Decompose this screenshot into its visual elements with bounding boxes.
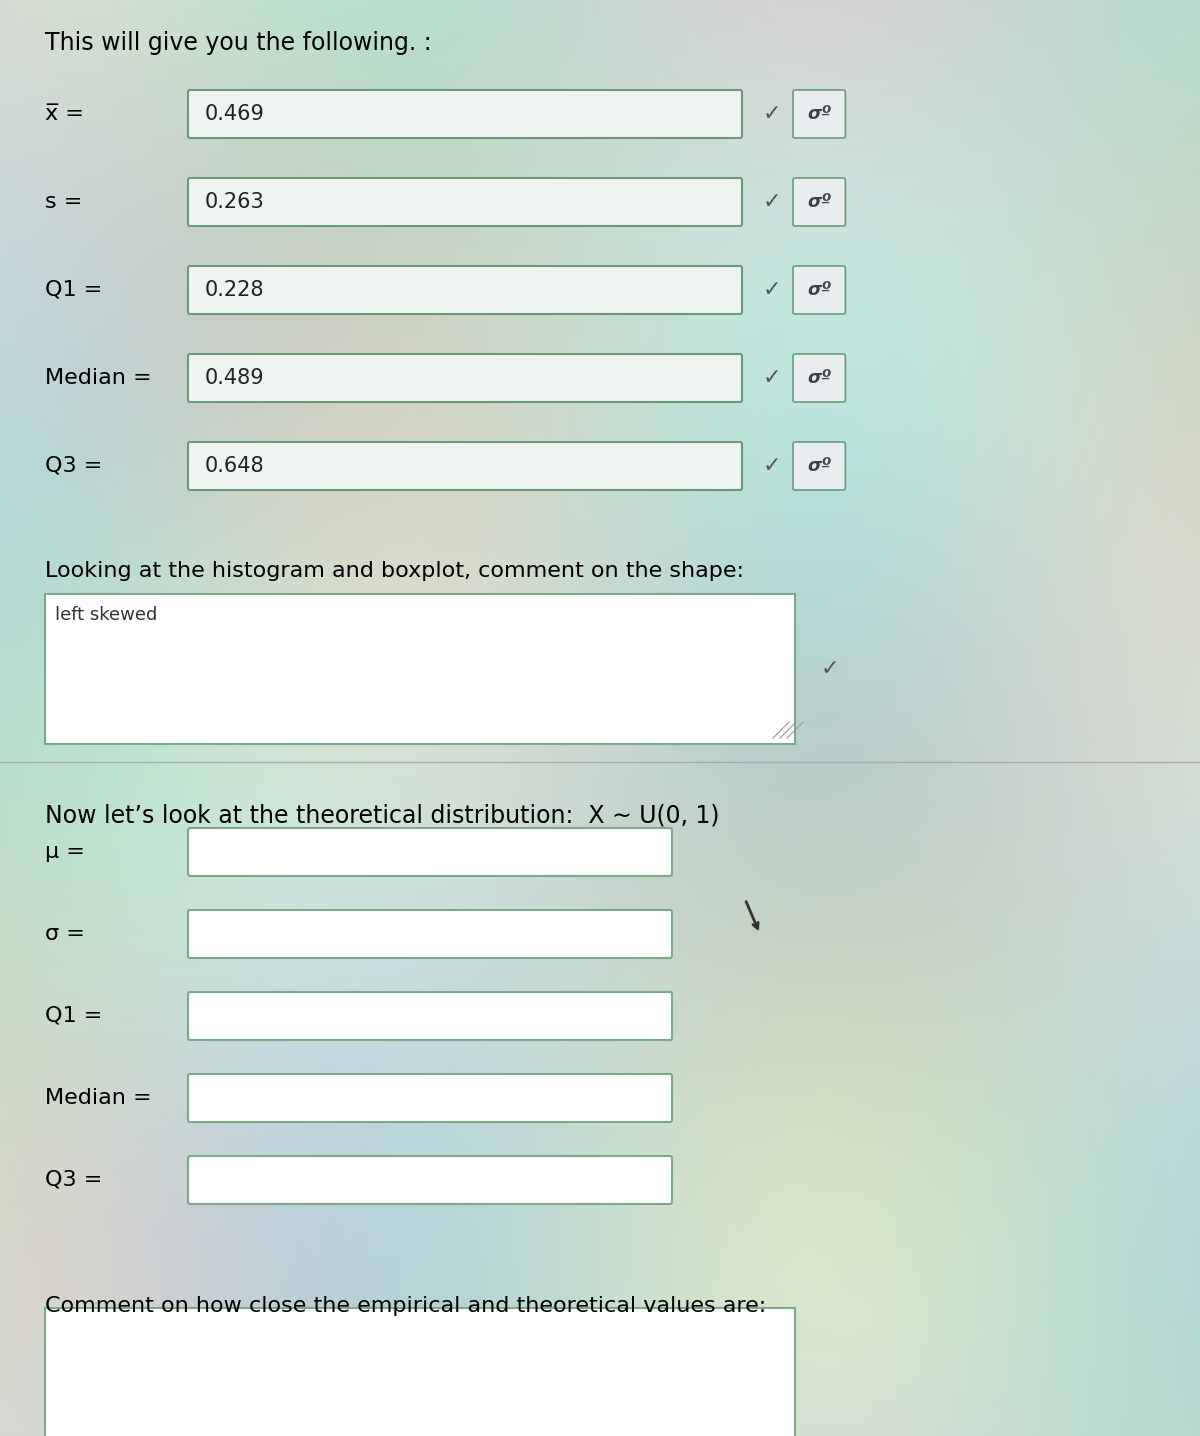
FancyBboxPatch shape bbox=[188, 1074, 672, 1122]
Text: σº: σº bbox=[808, 369, 832, 386]
Text: Median =: Median = bbox=[46, 1088, 151, 1109]
Text: ✓: ✓ bbox=[821, 659, 839, 679]
FancyBboxPatch shape bbox=[46, 595, 796, 744]
Text: 0.489: 0.489 bbox=[205, 368, 265, 388]
Text: 0.228: 0.228 bbox=[205, 280, 264, 300]
Text: Q3 =: Q3 = bbox=[46, 457, 102, 475]
FancyBboxPatch shape bbox=[188, 1156, 672, 1203]
FancyBboxPatch shape bbox=[188, 829, 672, 876]
Text: ✓: ✓ bbox=[763, 103, 781, 123]
Text: 0.648: 0.648 bbox=[205, 457, 265, 475]
Text: x̅ =: x̅ = bbox=[46, 103, 84, 123]
Text: ✓: ✓ bbox=[763, 280, 781, 300]
FancyBboxPatch shape bbox=[188, 90, 742, 138]
Text: Median =: Median = bbox=[46, 368, 151, 388]
FancyBboxPatch shape bbox=[188, 992, 672, 1040]
Text: Looking at the histogram and boxplot, comment on the shape:: Looking at the histogram and boxplot, co… bbox=[46, 561, 744, 582]
FancyBboxPatch shape bbox=[46, 1308, 796, 1436]
Text: Q3 =: Q3 = bbox=[46, 1170, 102, 1190]
Text: σ =: σ = bbox=[46, 923, 85, 943]
Text: 0.263: 0.263 bbox=[205, 192, 265, 213]
FancyBboxPatch shape bbox=[793, 355, 846, 402]
Text: ✓: ✓ bbox=[763, 457, 781, 475]
FancyBboxPatch shape bbox=[793, 266, 846, 314]
FancyBboxPatch shape bbox=[188, 355, 742, 402]
FancyBboxPatch shape bbox=[188, 178, 742, 225]
Text: Comment on how close the empirical and theoretical values are:: Comment on how close the empirical and t… bbox=[46, 1297, 767, 1315]
Text: ✓: ✓ bbox=[763, 192, 781, 213]
FancyBboxPatch shape bbox=[188, 442, 742, 490]
FancyBboxPatch shape bbox=[793, 90, 846, 138]
Text: σº: σº bbox=[808, 192, 832, 211]
Text: σº: σº bbox=[808, 457, 832, 475]
Text: Q1 =: Q1 = bbox=[46, 280, 102, 300]
Text: s =: s = bbox=[46, 192, 83, 213]
Text: Now let’s look at the theoretical distribution:  X ∼ U(0, 1): Now let’s look at the theoretical distri… bbox=[46, 804, 720, 829]
FancyBboxPatch shape bbox=[188, 266, 742, 314]
FancyBboxPatch shape bbox=[793, 442, 846, 490]
Text: left skewed: left skewed bbox=[55, 606, 157, 625]
Text: σº: σº bbox=[808, 281, 832, 299]
Text: 0.469: 0.469 bbox=[205, 103, 265, 123]
Text: This will give you the following. :: This will give you the following. : bbox=[46, 32, 432, 55]
FancyBboxPatch shape bbox=[793, 178, 846, 225]
FancyBboxPatch shape bbox=[188, 910, 672, 958]
Text: μ =: μ = bbox=[46, 841, 85, 862]
Text: σº: σº bbox=[808, 105, 832, 123]
Text: Q1 =: Q1 = bbox=[46, 1007, 102, 1025]
Text: ✓: ✓ bbox=[763, 368, 781, 388]
